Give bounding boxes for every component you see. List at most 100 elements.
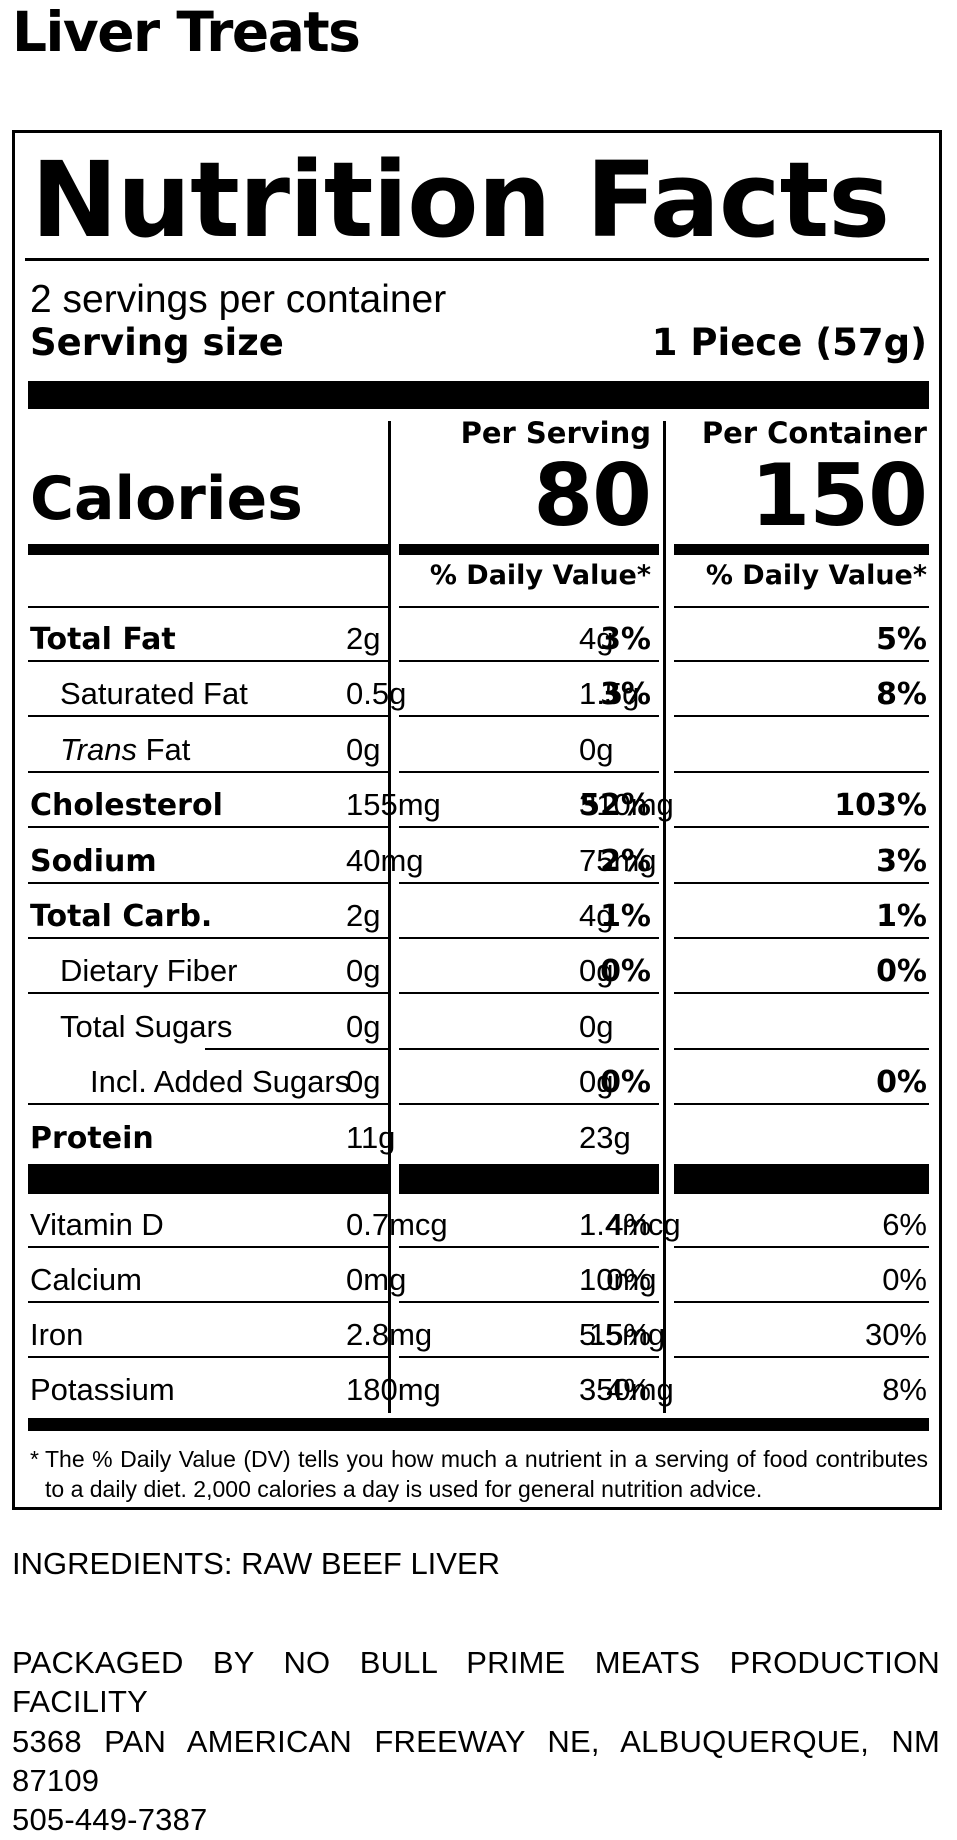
footnote-star: * (30, 1446, 39, 1472)
row-divider (28, 992, 388, 995)
row-divider (674, 770, 929, 773)
dv-header-divider (399, 606, 659, 608)
row-divider (674, 1103, 929, 1106)
serving-amount: 40mg (346, 842, 424, 878)
packager-line-3: 5368 PAN AMERICAN FREEWAY NE, ALBUQUERQU… (12, 1723, 940, 1759)
row-divider (399, 1246, 659, 1248)
nutrient-name: Trans Fat (60, 731, 190, 767)
nutrient-row: Cholesterol 155mg 52% 310mg 103% (15, 774, 939, 829)
row-divider (205, 1047, 388, 1050)
calories-per-serving: 80 (533, 446, 652, 546)
nutrient-name: Saturated Fat (60, 676, 248, 712)
nutrient-row: Sodium 40mg 2% 75mg 3% (15, 830, 939, 885)
serving-size-label: Serving size (30, 321, 284, 364)
row-divider (674, 715, 929, 718)
container-dv: 6% (882, 1206, 927, 1242)
nutrient-name: Sodium (30, 843, 157, 879)
vitamin-row: Calcium 0mg 0% 10mg 0% (15, 1249, 939, 1304)
nutrient-row: Protein 11g 23g (15, 1107, 939, 1162)
column-divider-serving (388, 421, 391, 1413)
product-title: Liver Treats (12, 0, 361, 64)
column-divider-container (663, 421, 666, 1413)
row-divider (674, 660, 929, 662)
container-dv: 103% (834, 788, 927, 824)
vitamin-row: Potassium 180mg 4% 350mg 8% (15, 1359, 939, 1414)
row-divider (399, 937, 659, 939)
row-divider (674, 1301, 929, 1303)
serving-amount: 0g (346, 953, 381, 989)
nutrient-row: Total Carb. 2g 1% 4g 1% (15, 885, 939, 940)
ingredients-statement: INGREDIENTS: RAW BEEF LIVER (12, 1546, 501, 1581)
container-dv: 3% (876, 843, 927, 879)
serving-amount: 11g (346, 1119, 396, 1155)
container-dv: 8% (882, 1371, 927, 1407)
serving-dv: 52% (579, 788, 651, 824)
container-dv: 0% (876, 1065, 927, 1101)
nutrient-name: Total Sugars (60, 1008, 233, 1044)
container-amount: 5.5mg (579, 1316, 666, 1352)
calories-per-container: 150 (750, 446, 928, 546)
serving-dv: 0% (606, 1261, 651, 1297)
nutrient-name: Incl. Added Sugars (90, 1064, 351, 1100)
serving-amount: 2.8mg (346, 1316, 433, 1352)
dv-header-divider (674, 606, 929, 608)
row-divider (399, 1047, 659, 1050)
nutrient-name: Cholesterol (30, 788, 223, 824)
row-divider (28, 937, 388, 939)
calories-bar-container (674, 544, 929, 555)
servings-per-container: 2 servings per container (30, 278, 447, 321)
container-amount: 0g (579, 953, 614, 989)
serving-amount: 0g (346, 731, 381, 767)
daily-value-heading-serving: % Daily Value* (429, 560, 651, 591)
row-divider (399, 660, 659, 662)
protein-bar-serving (399, 1164, 659, 1194)
container-dv: 5% (876, 622, 927, 657)
serving-amount: 2g (346, 620, 381, 656)
container-amount: 1.4mcg (579, 1206, 681, 1242)
nutrient-name: Calcium (30, 1261, 142, 1297)
serving-amount: 0mg (346, 1261, 407, 1297)
row-divider (399, 992, 659, 995)
vitamin-row: Iron 2.8mg 15% 5.5mg 30% (15, 1304, 939, 1359)
nutrient-name: Protein (30, 1120, 154, 1156)
nutrient-row: Incl. Added Sugars 0g 0% 0g 0% (15, 1051, 939, 1106)
row-divider (399, 1301, 659, 1303)
daily-value-heading-container: % Daily Value* (705, 560, 927, 591)
container-amount: 0g (579, 731, 614, 767)
packager-line-4: 87109 (12, 1763, 100, 1799)
row-divider (28, 1301, 388, 1303)
row-divider (28, 1356, 388, 1358)
nutrient-row: Total Fat 2g 3% 4g 5% (15, 608, 939, 663)
row-divider (674, 937, 929, 939)
container-amount: 4g (579, 620, 614, 656)
packager-line-5: 505-449-7387 (12, 1802, 208, 1838)
container-dv: 0% (876, 954, 927, 990)
dv-header-divider (28, 606, 388, 608)
nutrient-name: Vitamin D (30, 1206, 164, 1242)
container-amount: 75mg (579, 842, 657, 878)
container-amount: 10mg (579, 1261, 657, 1297)
serving-amount: 0.7mcg (346, 1206, 448, 1242)
container-amount: 0g (579, 1008, 614, 1044)
nutrient-name-italic: Trans (60, 731, 137, 767)
footnote-text: The % Daily Value (DV) tells you how muc… (45, 1446, 928, 1502)
serving-amount: 0g (346, 1008, 381, 1044)
nutrient-row: Total Sugars 0g 0g (15, 996, 939, 1051)
serving-dv: 2% (600, 843, 651, 879)
serving-dv: 3% (600, 622, 651, 657)
calories-bar-left (28, 544, 388, 555)
row-divider (399, 1356, 659, 1358)
row-divider (28, 881, 388, 884)
per-container-heading: Per Container (701, 416, 927, 450)
container-amount: 350mg (579, 1371, 674, 1407)
nutrient-row: Saturated Fat 0.5g 3% 1.5g 8% (15, 663, 939, 718)
calories-label: Calories (30, 464, 303, 534)
serving-amount: 180mg (346, 1371, 441, 1407)
packager-line-2: FACILITY (12, 1684, 148, 1720)
serving-amount: 0g (346, 1064, 381, 1100)
container-amount: 4g (579, 897, 614, 933)
serving-dv: 0% (600, 954, 651, 990)
row-divider (399, 770, 659, 773)
serving-dv: 1% (600, 899, 651, 934)
packager-info: PACKAGED BY NO BULL PRIME MEATS PRODUCTI… (12, 1643, 940, 1840)
